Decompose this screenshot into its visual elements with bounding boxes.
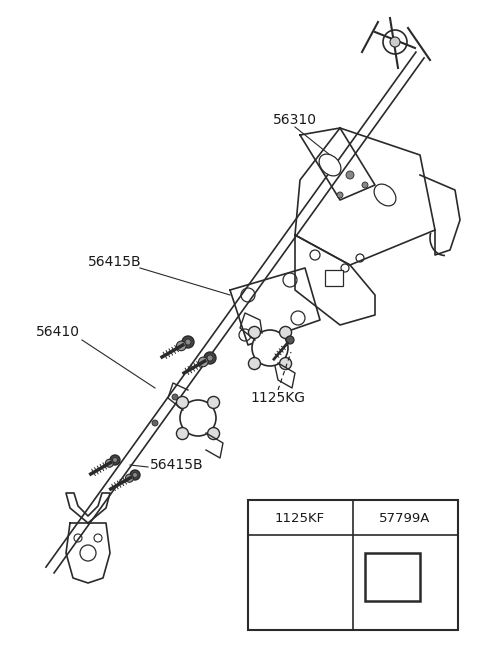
Text: 56410: 56410	[36, 325, 80, 339]
Bar	[248, 500, 458, 630]
Circle shape	[182, 336, 194, 348]
Circle shape	[112, 457, 118, 463]
Text: 56310: 56310	[273, 113, 317, 127]
Circle shape	[180, 400, 216, 436]
Circle shape	[249, 327, 261, 338]
Circle shape	[273, 570, 283, 580]
Circle shape	[130, 470, 140, 480]
Circle shape	[177, 397, 189, 408]
Circle shape	[207, 355, 213, 361]
Circle shape	[286, 336, 294, 344]
Circle shape	[177, 428, 189, 439]
Ellipse shape	[374, 184, 396, 206]
Circle shape	[279, 358, 291, 369]
Bar	[365, 553, 420, 601]
Text: 1125KF: 1125KF	[275, 512, 325, 525]
Bar	[325, 270, 343, 286]
Circle shape	[207, 397, 219, 408]
Text: 56415B: 56415B	[88, 255, 142, 269]
Circle shape	[249, 358, 261, 369]
Text: 57799A: 57799A	[379, 512, 431, 525]
Circle shape	[172, 394, 178, 400]
Circle shape	[110, 455, 120, 465]
Circle shape	[198, 357, 208, 367]
Circle shape	[390, 37, 400, 47]
Text: 1125KG: 1125KG	[251, 391, 305, 405]
Ellipse shape	[319, 154, 341, 176]
Circle shape	[125, 474, 133, 482]
Circle shape	[346, 171, 354, 179]
Circle shape	[207, 428, 219, 439]
Circle shape	[152, 420, 158, 426]
Circle shape	[132, 472, 137, 477]
Circle shape	[279, 327, 291, 338]
Circle shape	[204, 352, 216, 364]
Circle shape	[185, 339, 191, 345]
Circle shape	[177, 341, 186, 351]
Circle shape	[106, 459, 113, 467]
Circle shape	[362, 182, 368, 188]
Circle shape	[252, 330, 288, 366]
Circle shape	[337, 192, 343, 198]
Text: 56415B: 56415B	[150, 458, 204, 472]
